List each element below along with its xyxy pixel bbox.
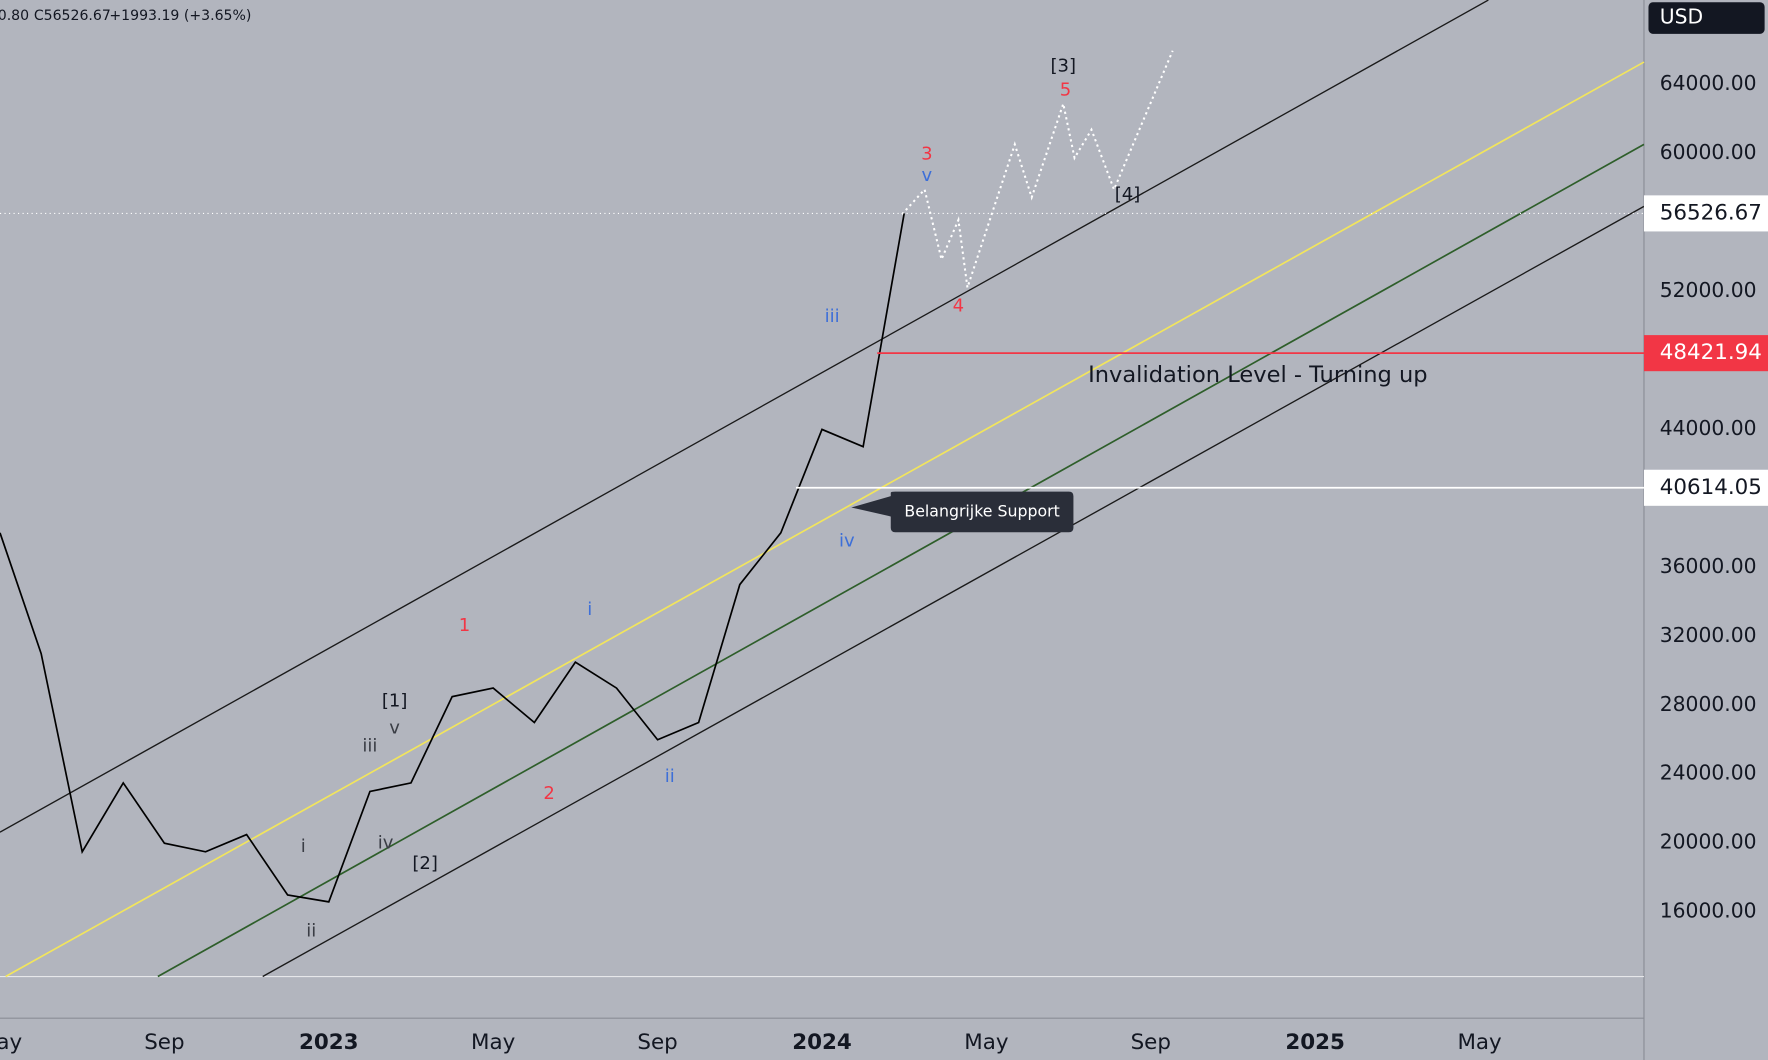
x-tick-label: 2023 (299, 1030, 359, 1055)
y-tick-label: 16000.00 (1660, 899, 1757, 923)
wave-label: [2] (412, 853, 438, 874)
wave-label: ii (306, 920, 316, 941)
x-tick-label: Sep (637, 1030, 677, 1055)
wave-label: iv (839, 530, 855, 551)
channel-mid-green (157, 143, 1645, 978)
support-callout (851, 491, 1074, 533)
y-tick-label: 28000.00 (1660, 692, 1757, 716)
x-tick-label: Sep (144, 1030, 184, 1055)
x-tick-label: May (0, 1030, 22, 1055)
header-close: C56526.67 (34, 8, 111, 24)
wave-label: [4] (1115, 184, 1141, 205)
y-tick-label: 44000.00 (1660, 416, 1757, 440)
wave-label: iii (825, 306, 840, 327)
y-tick-label: 36000.00 (1660, 554, 1757, 578)
wave-label: 1 (459, 615, 470, 636)
wave-label: [1] (382, 690, 408, 711)
header-change: +1993.19 (+3.65%) (109, 8, 251, 24)
channel-mid-yellow (5, 61, 1645, 978)
y-tick-label: 24000.00 (1660, 761, 1757, 785)
wave-label: iv (378, 832, 394, 853)
channels (0, 0, 1645, 978)
x-tick-label: 2024 (792, 1030, 852, 1055)
price-line (0, 213, 906, 903)
wave-label: i (301, 836, 306, 857)
y-tick-label: 32000.00 (1660, 623, 1757, 647)
x-tick-label: 2025 (1285, 1030, 1345, 1055)
wave-label: v (922, 165, 933, 186)
header-value: 0.80 (0, 8, 29, 24)
x-tick-label: May (471, 1030, 516, 1055)
y-tick-label: 60000.00 (1660, 140, 1757, 164)
channel-bottom (262, 205, 1645, 978)
x-tick-label: Sep (1131, 1030, 1171, 1055)
price-badge (1643, 469, 1768, 506)
channel-top (0, 0, 1489, 833)
y-tick-label: 52000.00 (1660, 278, 1757, 302)
wave-label: i (587, 599, 592, 620)
y-tick-label: 20000.00 (1660, 830, 1757, 854)
price-badge-label: 48421.94 (1660, 340, 1762, 365)
x-tick-label: May (1457, 1030, 1502, 1055)
wave-label: 4 (953, 296, 964, 317)
wave-label: 3 (921, 144, 932, 165)
wave-label: 5 (1060, 79, 1071, 100)
wave-label: iii (362, 735, 377, 756)
currency: USD (1660, 5, 1703, 29)
price-badge (1643, 335, 1768, 372)
price-badge (1643, 195, 1768, 232)
y-tick-label: 64000.00 (1660, 71, 1757, 95)
wave-label: ii (665, 766, 675, 787)
price-badge-label: 56526.67 (1660, 200, 1762, 225)
wave-label: 2 (543, 783, 554, 804)
price-badge-label: 40614.05 (1660, 475, 1762, 500)
invalidation-label: Invalidation Level - Turning up (1088, 362, 1428, 388)
wave-label: v (389, 717, 400, 738)
x-tick-label: May (964, 1030, 1009, 1055)
wave-label: [3] (1051, 56, 1077, 77)
currency-box (1648, 2, 1765, 34)
projection-path (901, 50, 1174, 288)
support-label: Belangrijke Support (904, 501, 1059, 520)
